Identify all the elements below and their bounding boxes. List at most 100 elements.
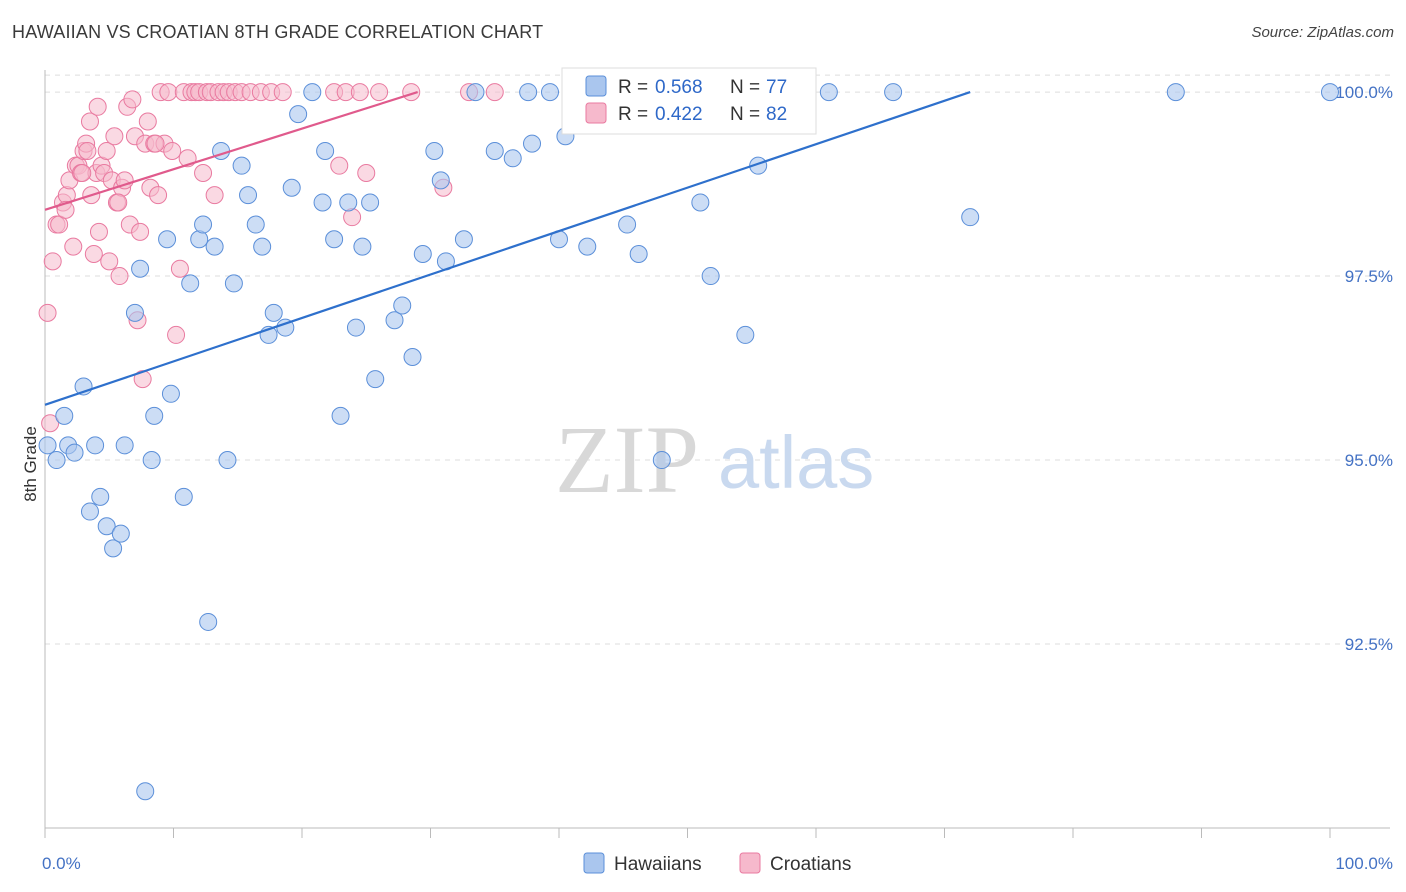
hawaiian-point <box>503 149 522 168</box>
croatian-point <box>64 237 83 256</box>
hawaiian-point <box>65 443 84 462</box>
hawaiian-point <box>578 237 597 256</box>
watermark-zip: ZIP <box>555 406 699 513</box>
hawaiian-point <box>523 134 542 153</box>
croatian-point <box>167 325 186 344</box>
hawaiian-point <box>393 296 412 315</box>
hawaiian-point <box>205 237 224 256</box>
croatian-point <box>78 141 97 160</box>
hawaiian-point <box>385 311 404 330</box>
hawaiian-point <box>264 303 283 322</box>
croatian-point <box>115 171 134 190</box>
y-tick-label: 100.0% <box>1335 83 1393 102</box>
hawaiian-point <box>353 237 372 256</box>
croatian-point <box>89 222 108 241</box>
legend-swatch-croatians[interactable] <box>739 852 761 874</box>
hawaiian-point <box>313 193 332 212</box>
croatian-point <box>100 252 119 271</box>
croatian-point <box>330 156 349 175</box>
hawaiian-point <box>361 193 380 212</box>
hawaiian-point <box>403 348 422 367</box>
legend-swatch-hawaiians[interactable] <box>583 852 605 874</box>
hawaiian-point <box>819 83 838 102</box>
hawaiian-points <box>38 83 1339 801</box>
hawaiian-point <box>1166 83 1185 102</box>
croatian-point <box>43 252 62 271</box>
source-credit: Source: ZipAtlas.com <box>1251 24 1394 41</box>
hawaiian-point <box>97 517 116 536</box>
stats-r-value-hawaiians: 0.568 <box>655 77 703 98</box>
croatian-point <box>163 141 182 160</box>
watermark-atlas: atlas <box>718 421 874 504</box>
hawaiian-point <box>181 274 200 293</box>
hawaiian-point <box>174 487 193 506</box>
stats-r-label-hawaiians: R = <box>618 77 648 98</box>
croatian-point <box>131 222 150 241</box>
hawaiian-point <box>454 230 473 249</box>
hawaiian-point <box>618 215 637 234</box>
hawaiian-point <box>316 141 335 160</box>
croatian-point <box>170 259 189 278</box>
legend-label-hawaiians[interactable]: Hawaiians <box>614 854 702 875</box>
hawaiian-point <box>253 237 272 256</box>
hawaiian-point <box>142 451 161 470</box>
hawaiian-point <box>145 406 164 425</box>
hawaiian-point <box>232 156 251 175</box>
hawaiian-point <box>691 193 710 212</box>
croatian-point <box>350 83 369 102</box>
croatian-point <box>109 193 128 212</box>
hawaiian-point <box>218 451 237 470</box>
hawaiian-point <box>652 451 671 470</box>
hawaiian-point <box>541 83 560 102</box>
hawaiian-point <box>158 230 177 249</box>
hawaiian-point <box>190 230 209 249</box>
hawaiian-point <box>104 539 123 558</box>
hawaiian-point <box>339 193 358 212</box>
hawaiian-point <box>199 612 218 631</box>
hawaiian-point <box>224 274 243 293</box>
hawaiian-point <box>38 436 57 455</box>
hawaiian-point <box>111 524 130 543</box>
croatian-point <box>357 164 376 183</box>
hawaiian-point <box>413 244 432 263</box>
stats-r-label-croatians: R = <box>618 104 648 125</box>
hawaiian-point <box>289 105 308 124</box>
croatian-point <box>84 244 103 263</box>
croatian-point <box>38 303 57 322</box>
croatian-point <box>485 83 504 102</box>
x-tick-label-min: 0.0% <box>42 854 81 873</box>
croatian-point <box>149 186 168 205</box>
hawaiian-point <box>47 451 66 470</box>
hawaiian-point <box>884 83 903 102</box>
hawaiian-point <box>366 370 385 389</box>
croatian-point <box>105 127 124 146</box>
hawaiian-point <box>346 318 365 337</box>
hawaiian-point <box>629 244 648 263</box>
hawaiian-point <box>736 325 755 344</box>
stats-r-value-croatians: 0.422 <box>655 104 703 125</box>
hawaiian-point <box>485 141 504 160</box>
hawaiian-point <box>431 171 450 190</box>
hawaiian-point <box>80 502 99 521</box>
y-tick-label: 97.5% <box>1345 267 1393 286</box>
croatian-point <box>110 267 129 286</box>
y-axis-label: 8th Grade <box>21 426 40 502</box>
croatian-points <box>38 83 504 433</box>
hawaiian-point <box>115 436 134 455</box>
hawaiian-point <box>282 178 301 197</box>
hawaiian-point <box>331 406 350 425</box>
watermark: ZIP atlas <box>555 406 874 513</box>
hawaiian-point <box>961 208 980 227</box>
stats-swatch-hawaiians <box>585 75 607 97</box>
croatian-point <box>41 414 60 433</box>
x-tick-label-max: 100.0% <box>1335 854 1393 873</box>
croatian-point <box>370 83 389 102</box>
hawaiian-point <box>194 215 213 234</box>
croatian-point <box>73 164 92 183</box>
croatian-point <box>133 370 152 389</box>
hawaiian-point <box>325 230 344 249</box>
stats-n-value-croatians: 82 <box>766 104 787 125</box>
legend: Hawaiians Croatians <box>583 852 851 875</box>
legend-label-croatians[interactable]: Croatians <box>770 854 851 875</box>
